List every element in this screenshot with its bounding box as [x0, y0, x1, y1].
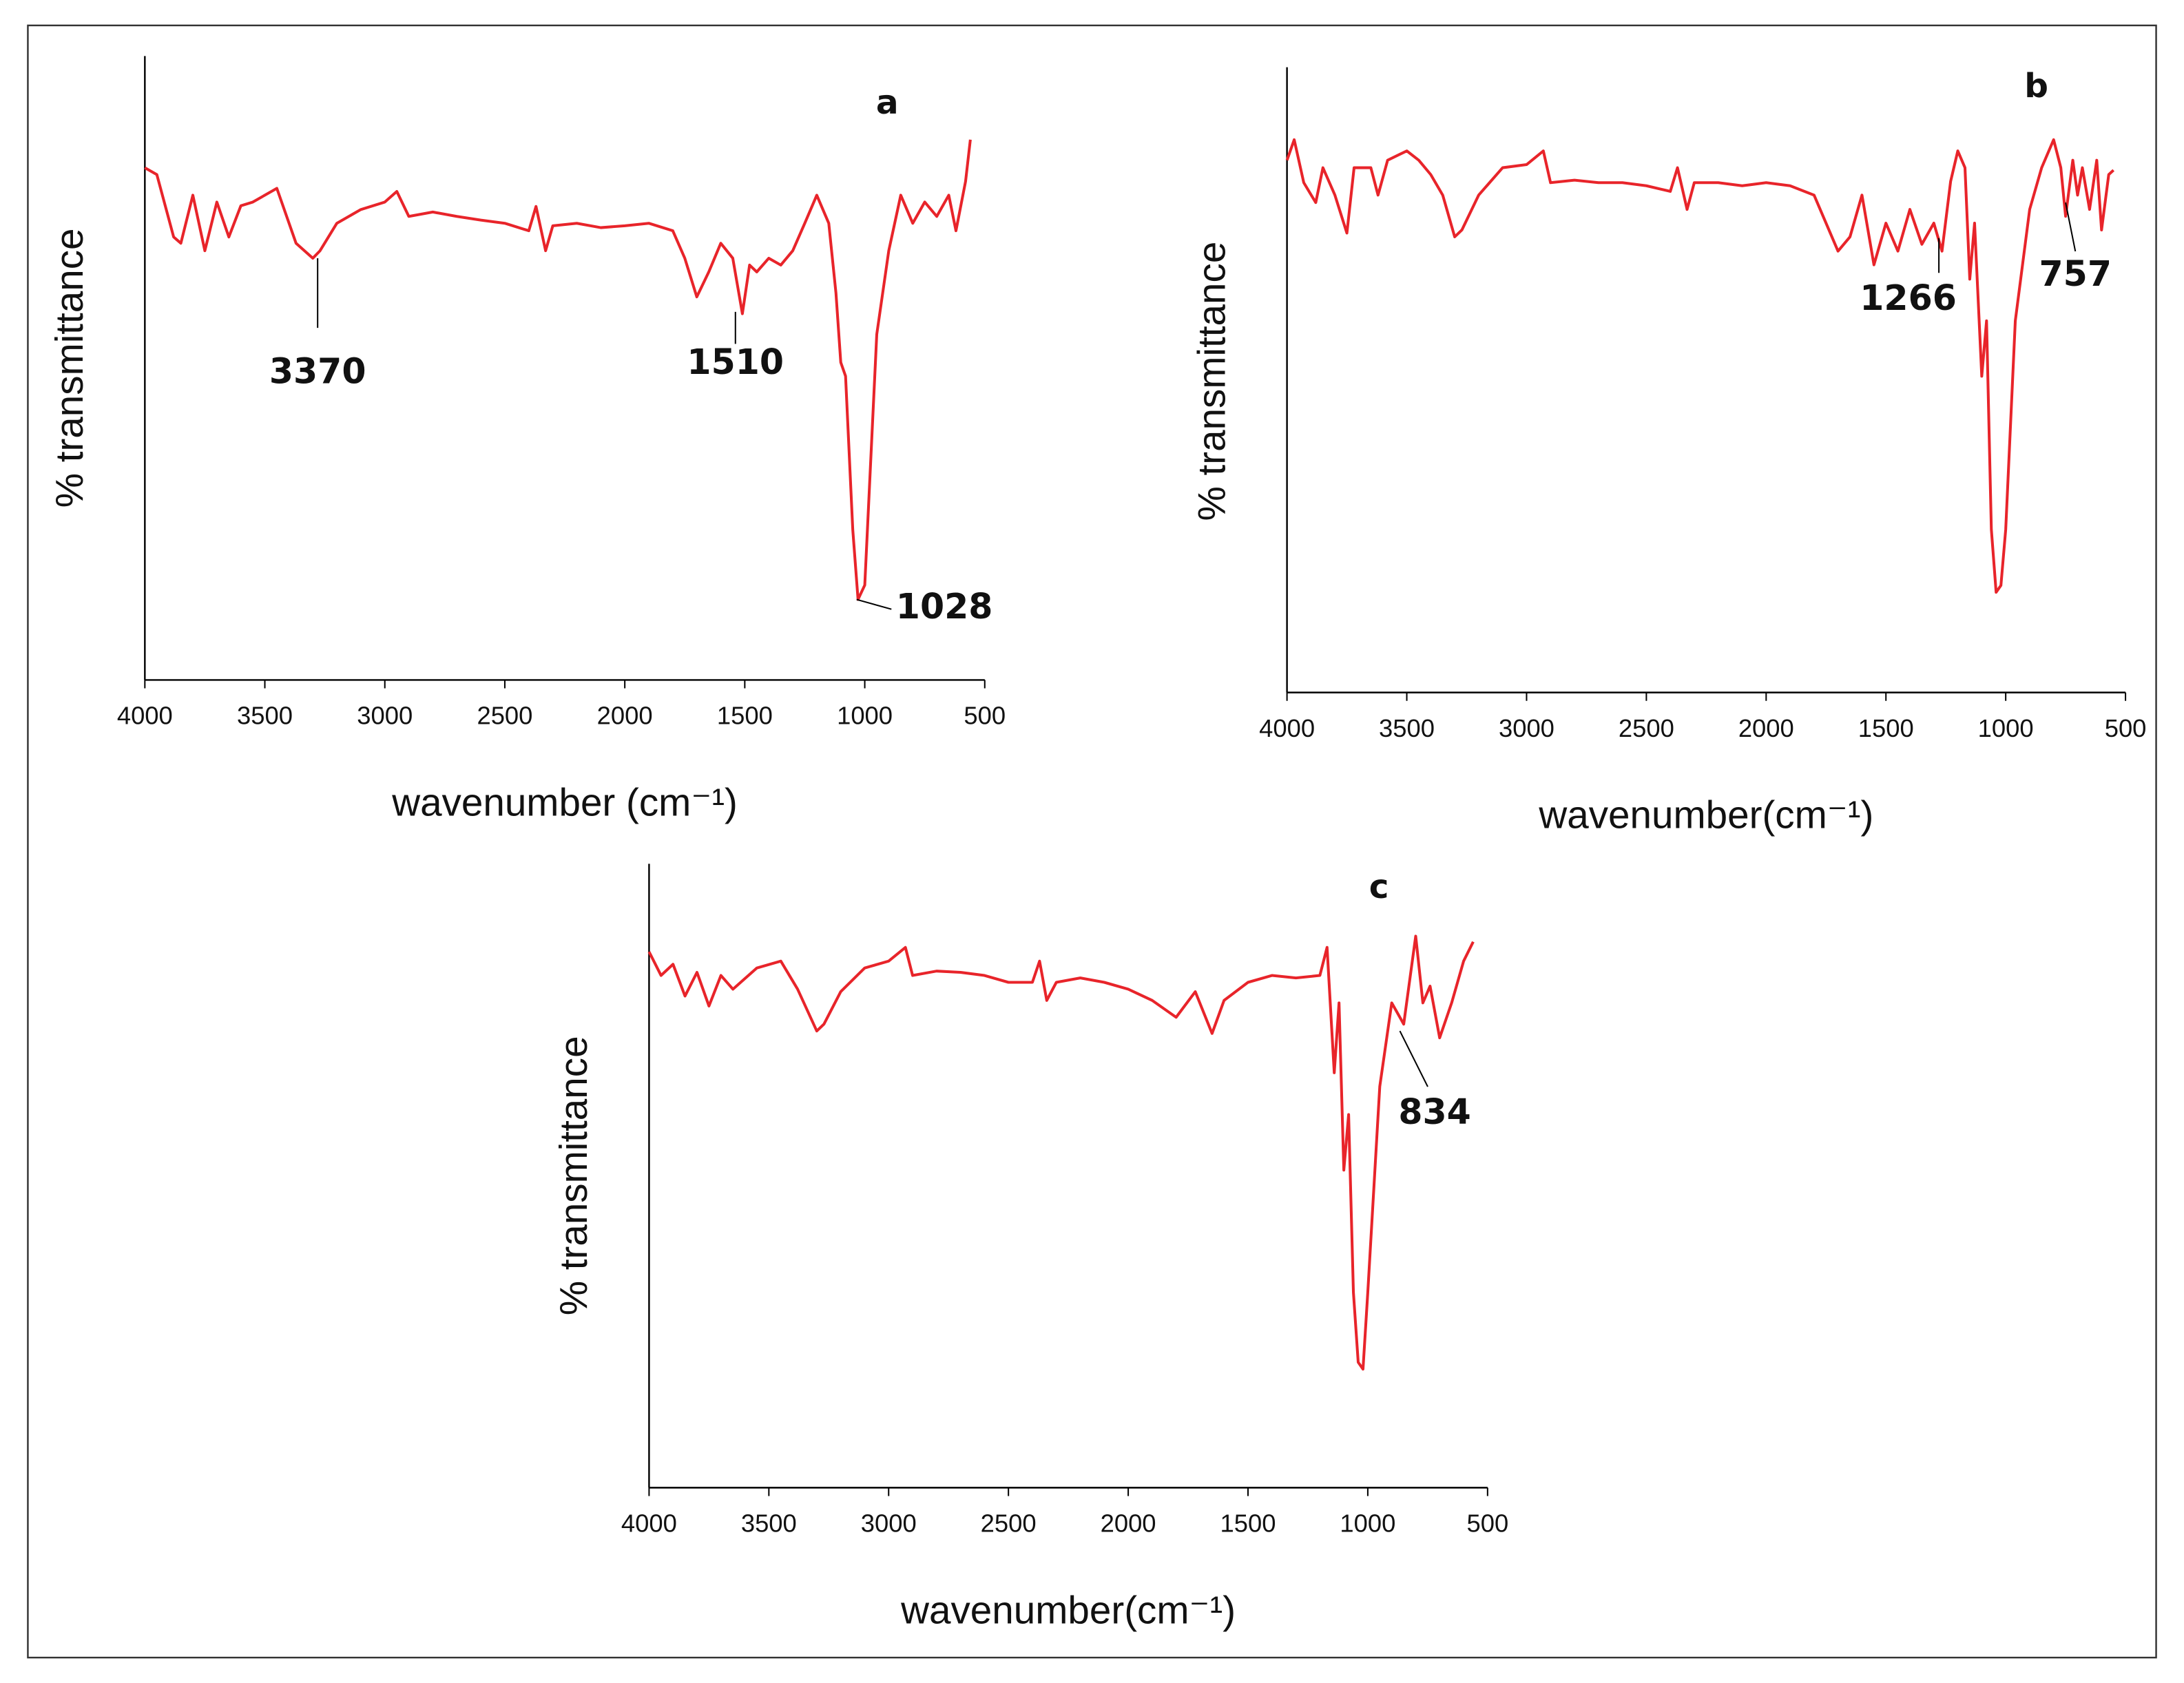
x-tick-label: 2000: [1738, 714, 1794, 742]
spectrum-line: [647, 934, 1475, 1371]
annotation-pointer: [1399, 1030, 1428, 1087]
x-axis-title: wavenumber(cm⁻¹): [1538, 793, 1873, 837]
x-tick-label: 1500: [717, 702, 773, 730]
annotation-pointer: [2065, 202, 2077, 252]
x-tick-label: 2500: [981, 1509, 1037, 1538]
annotation-label: 1028: [896, 586, 993, 627]
x-tick-label: 1000: [1978, 714, 2034, 742]
x-tick-label: 1500: [1220, 1509, 1276, 1538]
annotation-label: 1266: [1860, 278, 1957, 318]
y-axis-title: % transmittance: [48, 228, 91, 508]
annotation-pointer: [856, 598, 892, 610]
x-tick-label: 500: [964, 702, 1006, 730]
x-tick-label: 2000: [597, 702, 653, 730]
x-tick-label: 500: [1466, 1509, 1508, 1538]
x-axis-title: wavenumber (cm⁻¹): [391, 780, 738, 824]
x-tick-label: 2000: [1101, 1509, 1156, 1538]
spectrum-line: [144, 139, 972, 601]
y-axis-title: % transmittance: [552, 1036, 595, 1315]
x-tick-label: 4000: [621, 1509, 677, 1538]
x-tick-label: 1000: [1340, 1509, 1395, 1538]
spectrum-line: [1285, 138, 2115, 594]
x-tick-label: 500: [2105, 714, 2147, 742]
x-tick-label: 3500: [237, 702, 293, 730]
annotation-label: 834: [1398, 1091, 1471, 1132]
x-tick-label: 3000: [861, 1509, 917, 1538]
x-axis-title: wavenumber(cm⁻¹): [900, 1588, 1236, 1631]
x-tick-label: 2500: [1619, 714, 1674, 742]
frame: [27, 24, 2157, 1659]
x-tick-label: 3000: [357, 702, 413, 730]
y-axis-title: % transmittance: [1189, 242, 1233, 521]
annotation-label: 757: [2039, 253, 2112, 294]
panel-label: a: [876, 83, 899, 122]
x-tick-label: 3000: [1499, 714, 1554, 742]
panel-label: c: [1369, 868, 1389, 906]
x-tick-label: 1000: [837, 702, 893, 730]
x-tick-label: 3500: [741, 1509, 797, 1538]
panel-label: b: [2024, 67, 2048, 105]
x-tick-label: 2500: [477, 702, 532, 730]
x-tick-label: 1500: [1858, 714, 1914, 742]
annotation-label: 1510: [687, 342, 784, 382]
x-tick-label: 4000: [1259, 714, 1315, 742]
x-tick-label: 4000: [117, 702, 173, 730]
annotation-label: 3370: [269, 351, 366, 391]
x-tick-label: 3500: [1379, 714, 1435, 742]
